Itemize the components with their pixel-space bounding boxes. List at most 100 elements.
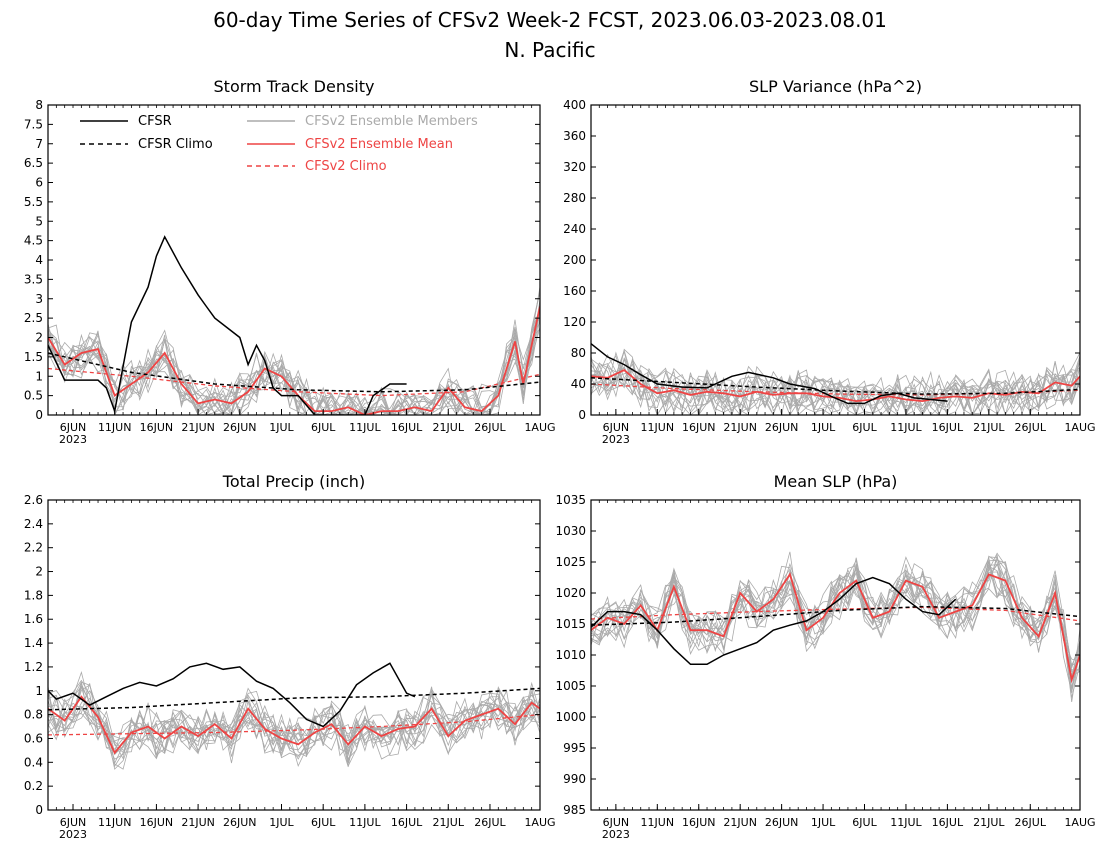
ensemble-member-line	[48, 307, 540, 415]
x-tick-label: 11JUL	[890, 816, 922, 829]
figure-subtitle: N. Pacific	[504, 38, 595, 62]
x-tick-label: 1JUL	[811, 421, 836, 434]
legend: CFSR CFSR Climo CFSv2 Ensemble Members CFSv…	[80, 114, 478, 174]
x-tick-label: 11JUN	[98, 421, 132, 434]
y-tick-label: 1030	[555, 524, 586, 538]
x-tick-label: 16JUN	[140, 421, 174, 434]
y-tick-label: 0	[35, 408, 43, 422]
ensemble-member-line	[591, 552, 1080, 662]
y-tick-label: 3	[35, 292, 43, 306]
y-tick-label: 7.5	[24, 117, 43, 131]
y-tick-label: 2.6	[24, 493, 43, 507]
x-year-label: 2023	[59, 433, 87, 446]
plot-frame	[47, 104, 541, 416]
y-tick-label: 3.5	[24, 272, 43, 286]
x-tick-label: 21JUN	[723, 421, 757, 434]
x-tick-label: 26JUN	[765, 421, 799, 434]
x-tick-label: 1AUG	[524, 816, 555, 829]
cfsr-climo-line	[48, 352, 540, 393]
y-tick-label: 120	[563, 315, 586, 329]
x-tick-label: 16JUL	[932, 421, 964, 434]
x-tick-label: 1JUL	[269, 421, 294, 434]
plot-frame	[590, 499, 1081, 811]
y-tick-label: 1.8	[24, 588, 43, 602]
y-tick-label: 1000	[555, 710, 586, 724]
ensemble-member-line	[591, 569, 1080, 693]
legend-ens-members-label: CFSv2 Ensemble Members	[305, 114, 478, 129]
x-tick-label: 16JUL	[391, 421, 423, 434]
y-tick-label: 1.5	[24, 350, 43, 364]
x-year-label: 2023	[59, 828, 87, 841]
ensemble-member-line	[591, 556, 1080, 689]
ensemble-member-line	[48, 671, 540, 770]
y-tick-label: 2.2	[24, 541, 43, 555]
x-tick-label: 6JUN	[60, 816, 87, 829]
panel-3: Total Precip (inch) 0 0.2 0.4 0.6 0.8 1 1.2 1.4 1…	[24, 472, 556, 841]
ensemble-member-line	[48, 299, 540, 415]
y-tick-label: 985	[563, 803, 586, 817]
ensemble-member-line	[591, 358, 1080, 415]
x-tick-label: 21JUN	[181, 421, 215, 434]
y-tick-label: 5.5	[24, 195, 43, 209]
y-tick-label: 0	[578, 408, 586, 422]
ensemble-mean-line	[591, 369, 1080, 403]
y-tick-label: 1.6	[24, 612, 43, 626]
x-tick-label: 21JUN	[723, 816, 757, 829]
ensemble-member-line	[48, 683, 540, 760]
ensemble-member-line	[591, 551, 1080, 681]
panel-2: SLP Variance (hPa^2) 0 40 80 120 160 200 240 280…	[563, 77, 1095, 446]
ensemble-member-line	[48, 291, 540, 415]
y-tick-label: 1010	[555, 648, 586, 662]
y-tick-label: 2.4	[24, 517, 43, 531]
y-tick-label: 0.2	[24, 779, 43, 793]
ensemble-member-line	[591, 352, 1080, 415]
y-tick-label: 6	[35, 176, 43, 190]
legend-ens-mean-label: CFSv2 Ensemble Mean	[305, 137, 453, 152]
panel-title: Storm Track Density	[214, 77, 375, 96]
panel-title: SLP Variance (hPa^2)	[749, 77, 922, 96]
y-tick-label: 1020	[555, 586, 586, 600]
x-tick-label: 6JUL	[852, 421, 877, 434]
x-tick-label: 26JUN	[223, 421, 257, 434]
ensemble-member-line	[48, 317, 540, 415]
cfsr-climo-line	[591, 605, 1080, 626]
panel-title: Total Precip (inch)	[222, 472, 365, 491]
legend-cfsv2-climo-label: CFSv2 Climo	[305, 159, 387, 174]
y-tick-label: 160	[563, 284, 586, 298]
ensemble-member-line	[48, 685, 540, 756]
y-tick-label: 1015	[555, 617, 586, 631]
x-tick-label: 16JUN	[140, 816, 174, 829]
plot-frame	[590, 104, 1081, 416]
x-tick-label: 6JUL	[311, 421, 336, 434]
y-tick-label: 1.2	[24, 660, 43, 674]
y-tick-label: 1	[35, 369, 43, 383]
panel-title: Mean SLP (hPa)	[774, 472, 898, 491]
y-tick-label: 240	[563, 222, 586, 236]
cfsr-line	[48, 662, 416, 728]
x-tick-label: 6JUL	[311, 816, 336, 829]
x-tick-label: 16JUL	[932, 816, 964, 829]
x-tick-label: 26JUL	[474, 816, 506, 829]
cfsr-line	[591, 343, 948, 405]
y-tick-label: 360	[563, 129, 586, 143]
cfsv2-climo-line	[591, 606, 1080, 622]
x-year-label: 2023	[602, 433, 630, 446]
figure-title: 60-day Time Series of CFSv2 Week-2 FCST,…	[213, 8, 887, 32]
ensemble-members	[591, 348, 1080, 415]
ensemble-member-line	[591, 559, 1080, 698]
y-tick-label: 40	[571, 377, 586, 391]
x-tick-label: 21JUL	[973, 421, 1005, 434]
y-tick-label: 0.6	[24, 731, 43, 745]
y-tick-label: 80	[571, 346, 586, 360]
cfsr-line	[48, 235, 407, 415]
ensemble-member-line	[48, 682, 540, 768]
panel-4: Mean SLP (hPa) 985 990 995 1000 1005 1010 1015 1…	[555, 472, 1095, 841]
y-tick-label: 4	[35, 253, 43, 267]
x-tick-label: 26JUL	[474, 421, 506, 434]
x-tick-label: 16JUN	[682, 421, 716, 434]
x-tick-label: 1AUG	[524, 421, 555, 434]
legend-cfsr-climo-label: CFSR Climo	[138, 137, 213, 152]
x-tick-label: 11JUN	[98, 816, 132, 829]
y-tick-label: 280	[563, 191, 586, 205]
